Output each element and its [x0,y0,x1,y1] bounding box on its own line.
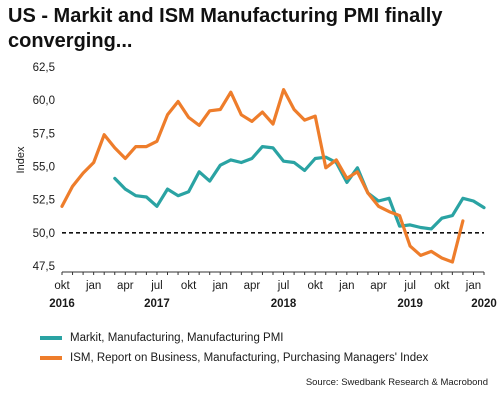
y-axis-title: Index [15,146,27,173]
x-year-label: 2020 [471,298,497,310]
x-tick-label: jan [338,280,354,292]
legend-item-markit: Markit, Manufacturing, Manufacturing PMI [40,328,490,348]
legend-item-ism: ISM, Report on Business, Manufacturing, … [40,348,490,368]
x-tick-label: jan [465,280,481,292]
series-group [60,87,486,264]
legend-label-markit: Markit, Manufacturing, Manufacturing PMI [70,332,284,344]
x-tick-label: apr [117,280,134,292]
x-year-label: 2018 [271,298,297,310]
x-tick-label: okt [54,280,70,292]
y-tick-label: 60,0 [33,95,55,107]
y-tick-label: 47,5 [33,261,55,273]
x-tick-label: jul [150,280,163,292]
x-axis: okt jan apr jul okt jan apr jul okt jan apr jul okt j… [49,271,497,310]
source-note: Source: Swedbank Research & Macrobond [305,377,488,388]
x-tick-label: jul [403,280,416,292]
x-year-label: 2017 [144,298,170,310]
x-tick-label: apr [370,280,387,292]
legend-swatch-markit [40,336,62,340]
x-tick-label: apr [244,280,261,292]
x-tick-label: jul [277,280,290,292]
y-tick-label: 52,5 [33,195,55,207]
chart-title: US - Markit and ISM Manufacturing PMI fi… [8,5,443,52]
x-tick-label: jan [212,280,228,292]
y-tick-label: 50,0 [33,228,55,240]
x-year-label: 2019 [397,298,423,310]
legend-swatch-ism [40,356,62,360]
x-tick-label: okt [434,280,450,292]
series-line-ism [60,87,465,264]
x-tick-label: jan [85,280,101,292]
y-tick-label: 62,5 [33,62,55,74]
x-year-label: 2016 [49,298,75,310]
x-tick-label: okt [181,280,197,292]
y-tick-label: 55,0 [33,162,55,174]
y-tick-label: 57,5 [33,128,55,140]
legend: Markit, Manufacturing, Manufacturing PMI… [40,328,490,368]
x-tick-label: okt [308,280,324,292]
legend-label-ism: ISM, Report on Business, Manufacturing, … [70,352,429,364]
series-line-markit [113,145,486,231]
y-axis: 47,5 50,0 52,5 55,0 57,5 60,0 62,5 [33,62,55,273]
